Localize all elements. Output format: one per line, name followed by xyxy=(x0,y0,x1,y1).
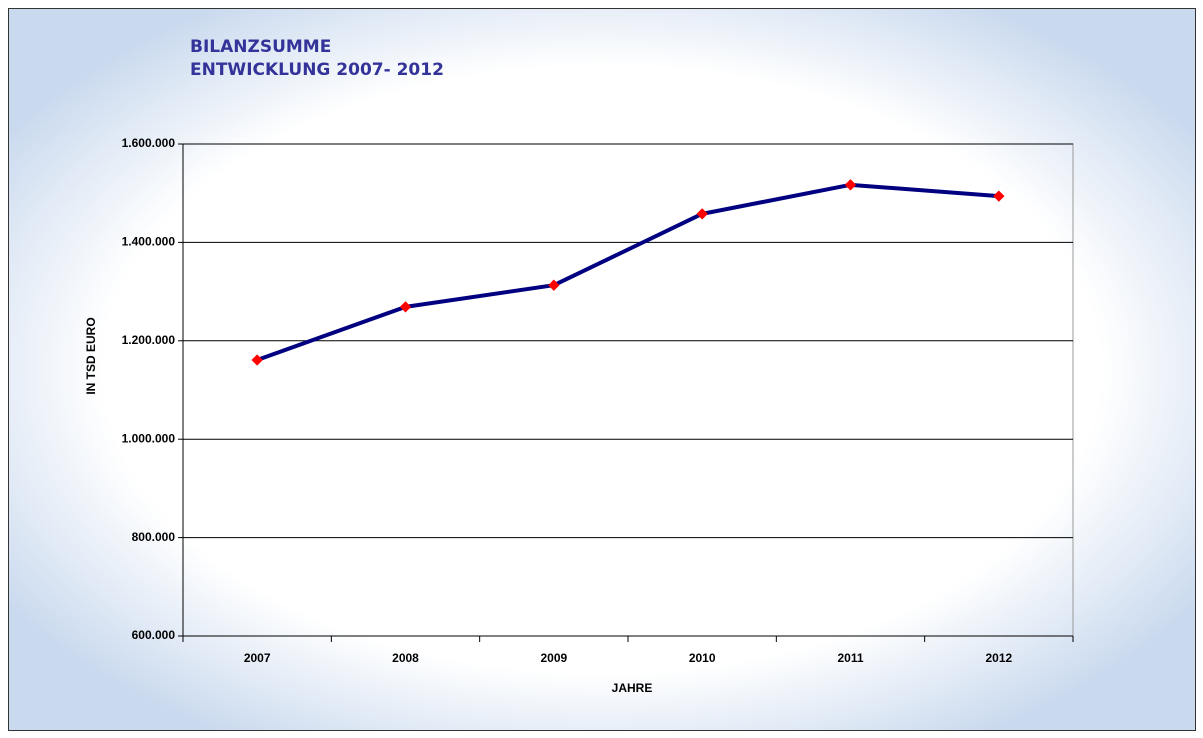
x-axis-label: JAHRE xyxy=(612,681,653,695)
x-tick-label: 2012 xyxy=(985,651,1012,665)
x-tick-label: 2009 xyxy=(540,651,567,665)
y-tick-label: 800.000 xyxy=(132,530,176,544)
y-tick-label: 600.000 xyxy=(132,628,176,642)
marker xyxy=(844,179,857,191)
y-tick-label: 1.200.000 xyxy=(122,333,176,347)
y-tick-label: 1.600.000 xyxy=(122,136,176,150)
y-axis-label: IN TSD EURO xyxy=(84,317,98,394)
y-tick-label: 1.400.000 xyxy=(122,235,176,249)
marker xyxy=(696,208,708,220)
y-tick-label: 1.000.000 xyxy=(122,431,176,445)
x-tick-label: 2007 xyxy=(244,651,271,665)
line xyxy=(256,182,999,362)
chart-title: BILANZSUMME xyxy=(190,37,331,57)
x-tick-label: 2011 xyxy=(837,651,863,665)
marker xyxy=(399,301,412,313)
x-tick-label: 2008 xyxy=(392,651,419,665)
marker xyxy=(993,190,1005,202)
marker xyxy=(548,279,560,291)
x-tick-label: 2010 xyxy=(689,651,716,665)
chart-subtitle: ENTWICKLUNG 2007- 2012 xyxy=(190,60,444,80)
frame xyxy=(8,8,1196,731)
